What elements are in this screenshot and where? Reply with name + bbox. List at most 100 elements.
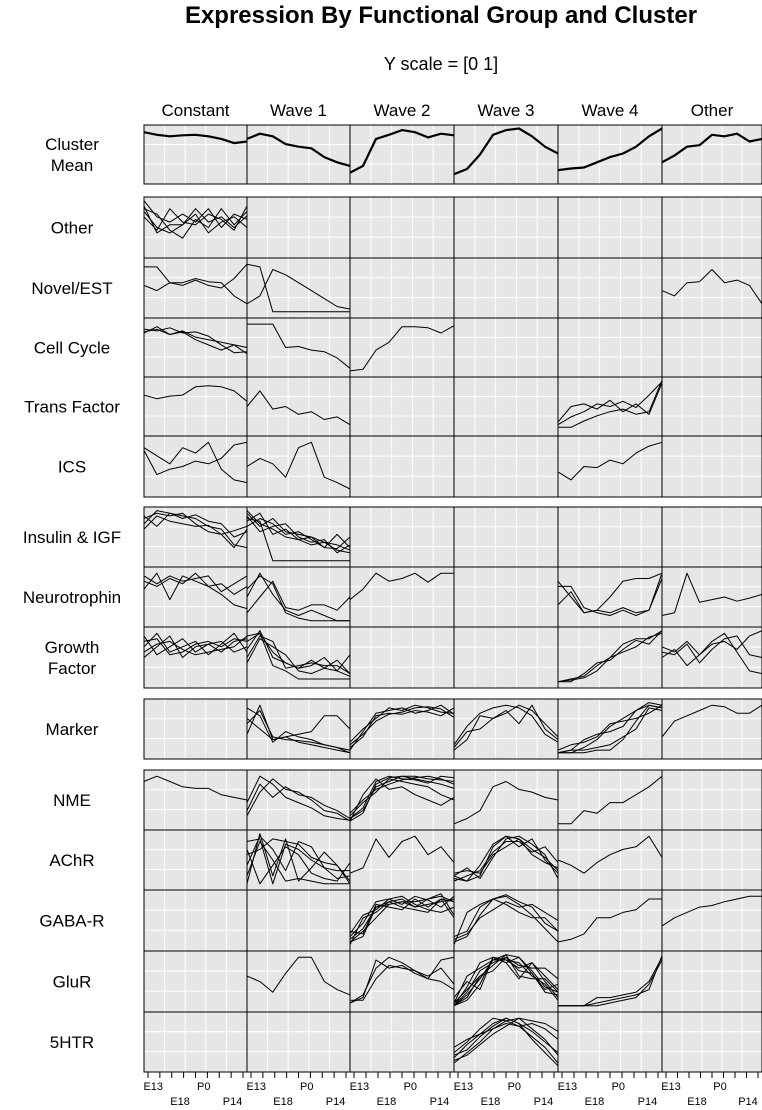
row-label: GluR <box>53 973 92 992</box>
series-line <box>246 575 350 622</box>
column-header: Constant <box>161 101 229 120</box>
series-line <box>143 638 248 656</box>
panel <box>558 318 662 377</box>
series-line <box>453 895 559 943</box>
series-line <box>246 518 350 562</box>
panel <box>350 1012 454 1072</box>
panel-background <box>662 951 762 1012</box>
panel <box>350 197 454 258</box>
series-line <box>246 846 351 885</box>
x-tick-label: E18 <box>687 1096 707 1108</box>
series-line <box>557 898 662 943</box>
panel <box>558 830 662 890</box>
panel <box>662 507 762 567</box>
panel-background <box>247 951 350 1012</box>
panel <box>144 197 247 258</box>
panel-background <box>662 890 762 951</box>
series-line <box>558 702 663 754</box>
series-line <box>143 775 248 801</box>
panel-background <box>662 258 762 318</box>
x-tick-label: P14 <box>326 1096 346 1108</box>
series-line <box>453 781 559 825</box>
series-line <box>349 778 455 822</box>
panel <box>144 436 247 497</box>
row-label: Growth <box>45 638 100 657</box>
x-tick-label: E13 <box>350 1081 370 1093</box>
series-line <box>349 895 455 937</box>
x-tick-label: E18 <box>585 1096 605 1108</box>
series-line <box>143 572 248 595</box>
panel <box>247 951 350 1012</box>
panel <box>350 258 454 318</box>
panel-background <box>350 377 454 436</box>
row-label: Neurotrophin <box>23 588 121 607</box>
panel-background <box>662 507 762 567</box>
panel <box>558 197 662 258</box>
row-label: Insulin & IGF <box>23 528 121 547</box>
panel-background <box>350 951 454 1012</box>
series-line <box>246 778 351 822</box>
panel-background <box>350 830 454 890</box>
panel <box>662 318 762 377</box>
panel <box>662 951 762 1012</box>
panel-background <box>454 318 558 377</box>
panel <box>662 567 762 627</box>
x-tick-label: P0 <box>612 1081 625 1093</box>
series-line <box>557 704 663 754</box>
panel-background <box>662 770 762 830</box>
series-line <box>350 964 455 1001</box>
x-tick-label: P0 <box>404 1081 417 1093</box>
panel <box>247 197 350 258</box>
panel-background <box>144 507 247 567</box>
panel-background <box>350 507 454 567</box>
panel-background <box>144 951 247 1012</box>
panel-background <box>454 627 558 688</box>
series-line <box>557 127 663 172</box>
panel-border <box>661 124 762 185</box>
series-line <box>143 208 248 239</box>
row-label: ICS <box>58 458 86 477</box>
series-line <box>349 325 455 372</box>
series-line <box>557 835 663 874</box>
panel-background <box>144 1012 247 1072</box>
panel <box>247 567 350 627</box>
panel-background <box>247 377 350 436</box>
panel <box>454 1012 558 1072</box>
panel <box>662 890 762 951</box>
panel-background <box>454 507 558 567</box>
panel <box>247 890 350 951</box>
panel-background <box>662 1012 762 1072</box>
series-line <box>453 704 559 751</box>
panel <box>558 951 662 1012</box>
x-tick-label: E13 <box>246 1081 266 1093</box>
panel <box>350 567 454 627</box>
row-label: AChR <box>49 851 94 870</box>
panel-background <box>662 377 762 436</box>
panel-background <box>558 258 662 318</box>
series-line <box>558 775 663 825</box>
panel <box>662 1012 762 1072</box>
series-line <box>143 326 248 348</box>
series-line <box>143 205 248 231</box>
x-tick-label: E13 <box>454 1081 474 1093</box>
panel-background <box>454 125 558 184</box>
panel <box>144 830 247 890</box>
column-header: Other <box>691 101 734 120</box>
series-line <box>246 515 351 554</box>
column-header: Wave 1 <box>270 101 327 120</box>
column-header: Wave 4 <box>581 101 638 120</box>
x-tick-label: P14 <box>638 1096 658 1108</box>
series-line <box>453 1017 559 1067</box>
panel <box>454 436 558 497</box>
row-label: Novel/EST <box>31 279 112 298</box>
panel <box>558 507 662 567</box>
panel <box>662 258 762 318</box>
series-line <box>453 959 559 1004</box>
panel <box>350 318 454 377</box>
x-tick-label: P14 <box>738 1096 758 1108</box>
series-line <box>557 441 663 481</box>
chart-title: Expression By Functional Group and Clust… <box>184 2 698 29</box>
panel-background <box>247 567 350 627</box>
x-tick-label: P0 <box>300 1081 313 1093</box>
panel <box>350 830 454 890</box>
